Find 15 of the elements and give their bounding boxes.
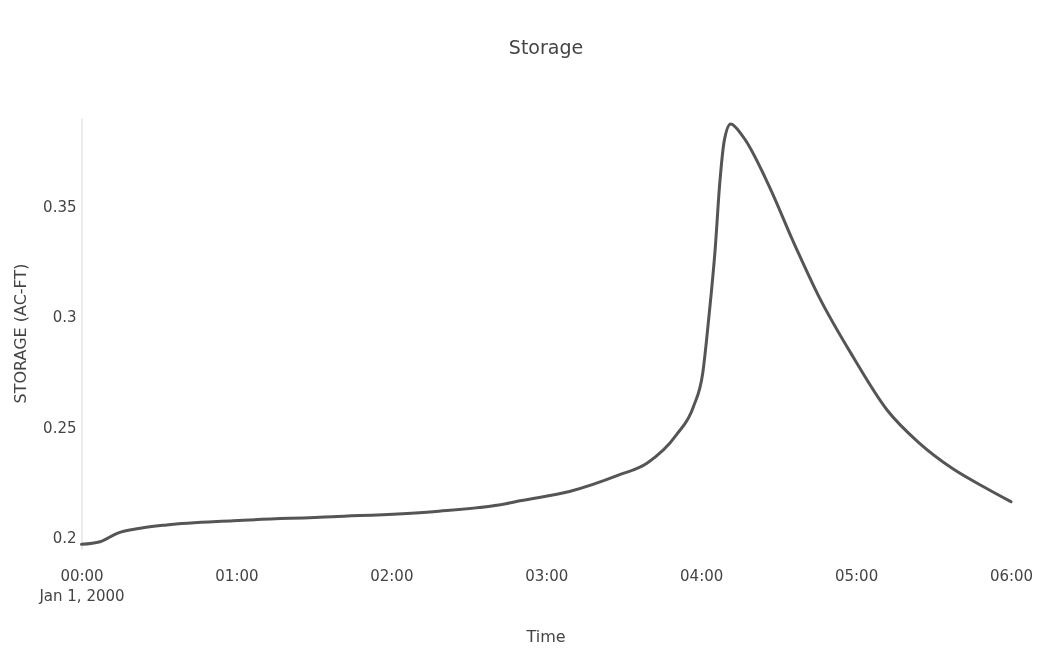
y-tick-label: 0.35 bbox=[43, 197, 77, 216]
y-tick-label: 0.25 bbox=[43, 418, 77, 437]
x-axis-title: Time bbox=[525, 627, 566, 646]
x-tick-label: 01:00 bbox=[215, 567, 259, 585]
x-tick-label: 06:00 bbox=[989, 567, 1034, 585]
x-tick-label: 05:00 bbox=[834, 567, 879, 585]
x-tick-label: 00:00 Jan 1, 2000 bbox=[38, 567, 125, 605]
x-tick-label: 03:00 bbox=[525, 567, 569, 585]
chart-title: Storage bbox=[508, 36, 584, 58]
x-tick-label: 02:00 bbox=[370, 567, 414, 585]
line-series bbox=[80, 122, 1013, 546]
y-axis-title: STORAGE (AC-FT) bbox=[11, 263, 30, 404]
x-tick-label: 04:00 bbox=[680, 567, 724, 585]
y-tick-label: 0.2 bbox=[52, 529, 77, 548]
y-tick-label: 0.3 bbox=[52, 308, 77, 327]
